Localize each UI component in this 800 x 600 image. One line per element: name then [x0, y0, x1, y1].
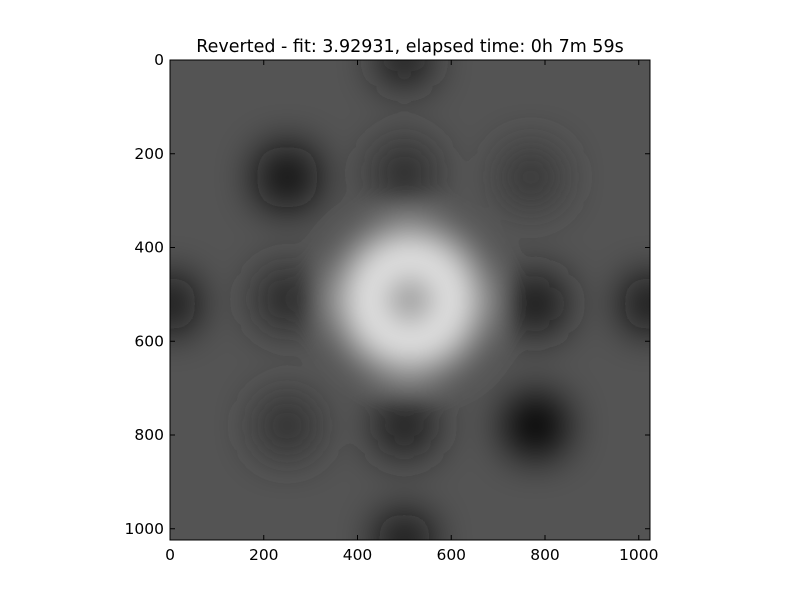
y-axis: 0 200 400 600 800 1000: [125, 51, 650, 538]
x-axis: 0 200 400 600 800 1000: [165, 60, 658, 564]
dark-spot-feature: [376, 60, 433, 89]
dark-spot-feature: [254, 144, 320, 210]
x-tick-label: 200: [249, 546, 279, 564]
y-tick-label: 800: [134, 426, 164, 444]
x-tick-label: 1000: [619, 546, 658, 564]
chart-title: Reverted - fit: 3.92931, elapsed time: 0…: [196, 37, 623, 57]
dark-spot-feature: [371, 139, 438, 206]
x-tick-label: 800: [530, 546, 560, 564]
dark-spot-feature: [254, 266, 320, 332]
dark-spot-feature: [376, 511, 433, 540]
x-tick-label: 0: [165, 546, 175, 564]
heatmap-features: [170, 60, 650, 540]
dark-spot-feature: [170, 275, 199, 332]
dark-spot-feature: [621, 275, 650, 332]
y-tick-label: 1000: [125, 520, 164, 538]
dark-spot-feature: [502, 392, 569, 459]
x-tick-label: 600: [436, 546, 466, 564]
dark-spot-feature: [498, 144, 564, 210]
dark-spot-feature: [384, 274, 436, 326]
y-tick-label: 0: [154, 51, 164, 69]
heatmap-image: [170, 60, 650, 540]
y-tick-label: 600: [134, 332, 164, 350]
y-tick-label: 400: [134, 239, 164, 257]
plot-frame: [169, 59, 651, 541]
dark-spot-feature: [502, 270, 569, 337]
dark-spot-feature: [254, 392, 320, 459]
dark-spot-feature: [371, 392, 438, 459]
y-tick-label: 200: [134, 145, 164, 163]
x-tick-label: 400: [343, 546, 373, 564]
